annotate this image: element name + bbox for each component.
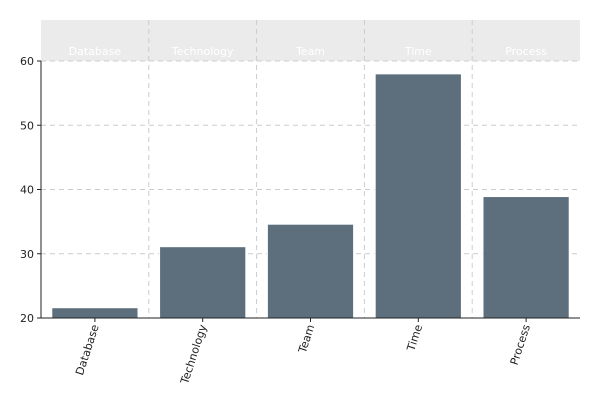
bar-technology <box>159 246 247 319</box>
bar-team <box>266 223 355 319</box>
facet-label-database: Database <box>69 45 122 58</box>
category-label-database: Database <box>73 323 102 377</box>
bar-time <box>374 73 462 319</box>
y-tick-label: 30 <box>20 248 34 261</box>
grid-lines <box>41 20 580 318</box>
facet-label-time: Time <box>404 45 432 58</box>
bar-database <box>51 307 139 319</box>
category-label-process: Process <box>508 323 533 367</box>
category-labels: Database Technology Team Time Process <box>73 322 533 386</box>
bar-process <box>482 196 570 319</box>
category-label-technology: Technology <box>178 322 210 386</box>
bars <box>51 73 570 319</box>
category-label-team: Team <box>296 323 318 356</box>
y-tick-label: 50 <box>20 119 34 132</box>
y-tick-label: 60 <box>20 55 34 68</box>
facet-label-process: Process <box>505 45 547 58</box>
facet-strip-bg <box>41 20 580 61</box>
category-label-time: Time <box>404 323 425 354</box>
facet-label-team: Team <box>295 45 325 58</box>
axes: 20 30 40 50 60 <box>20 55 580 325</box>
y-tick-label: 20 <box>20 312 34 325</box>
facet-label-technology: Technology <box>171 45 234 58</box>
facet-strip: Database Technology Team Time Process <box>41 20 580 61</box>
y-tick-label: 40 <box>20 184 34 197</box>
